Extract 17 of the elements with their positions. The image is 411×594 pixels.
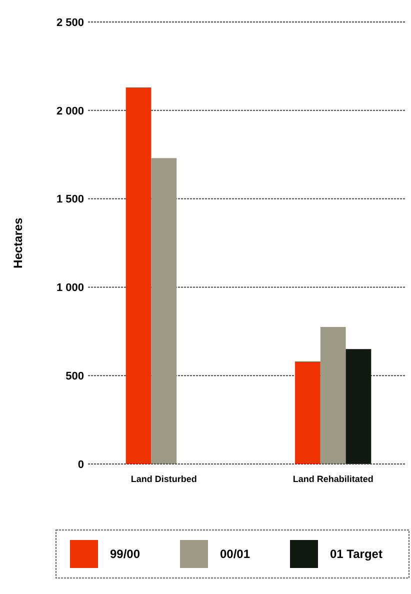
bar [346, 349, 372, 464]
bar [320, 326, 346, 464]
y-tick-label: 0 [78, 458, 84, 471]
x-tick-label: Land Rehabilitated [292, 474, 374, 484]
x-tick-label: Land Disturbed [130, 474, 197, 484]
y-axis-title: Hectares [11, 217, 25, 268]
bar [126, 87, 152, 464]
legend-label: 01 Target [330, 547, 382, 562]
bar [295, 361, 320, 464]
y-tick-label: 1 000 [56, 282, 84, 294]
legend-label: 00/01 [220, 547, 250, 562]
y-tick-label: 2 500 [56, 16, 84, 29]
bar [151, 158, 177, 464]
y-tick-label: 2 000 [56, 105, 84, 118]
y-tick-label: 1 500 [56, 194, 84, 206]
y-tick-label: 500 [66, 370, 84, 382]
legend-label: 99/00 [110, 547, 140, 562]
